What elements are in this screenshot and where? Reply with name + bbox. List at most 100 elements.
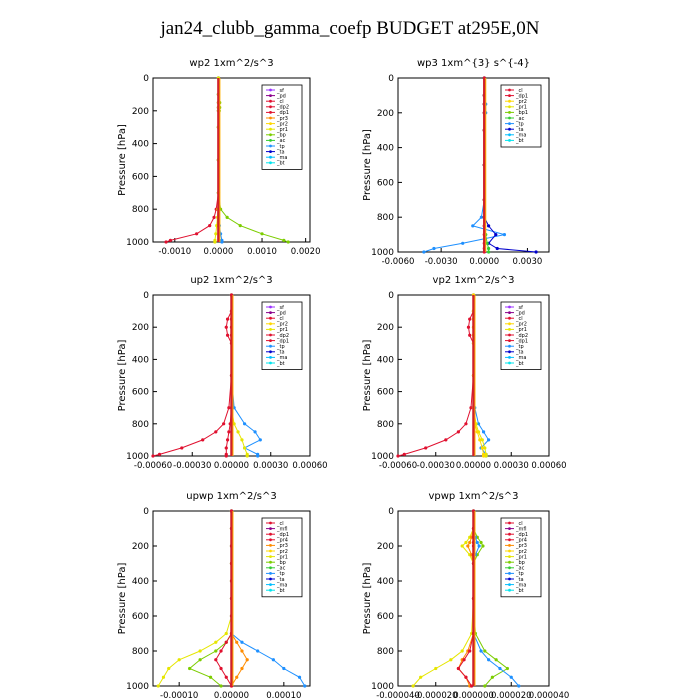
- upwp-point-pr1: [156, 684, 160, 688]
- up2-y-tick-label: 600: [132, 388, 149, 398]
- upwp-x-tick-label: -0.00010: [160, 691, 198, 700]
- vp2-point-dp1: [396, 454, 400, 458]
- vpwp-point-tp: [487, 658, 491, 662]
- vp2-x-tick-label: 0.00000: [456, 461, 491, 471]
- wp3-legend-marker: [508, 116, 511, 120]
- up2-y-tick-label: 1000: [126, 452, 149, 462]
- upwp-point-pr3: [240, 649, 244, 653]
- upwp-legend-marker: [269, 572, 272, 575]
- upwp-point-pr1: [161, 675, 166, 679]
- upwp-point-tp: [303, 684, 307, 688]
- vpwp-x-tick-label: 0.000000: [453, 691, 494, 700]
- upwp-series-dp1: [215, 511, 232, 687]
- wp2-legend-marker: [269, 139, 272, 142]
- vp2-legend-label: _dp1: [515, 338, 528, 344]
- vp2-legend-marker: [508, 328, 511, 331]
- wp2-legend-marker: [269, 122, 272, 125]
- upwp-point-dp1: [219, 649, 223, 653]
- vpwp-point-pr1: [460, 544, 464, 548]
- vpwp-point-pr1: [464, 540, 468, 545]
- upwp-legend-marker: [269, 544, 272, 547]
- wp3-x-tick-label: 0.0030: [513, 257, 543, 267]
- wp2-x-tick-label: 0.0000: [204, 247, 234, 257]
- wp2-x-tick-label: 0.0010: [247, 247, 277, 257]
- wp2-plot-frame: [152, 77, 311, 243]
- up2-legend-label: _cl: [276, 316, 284, 322]
- up2-title: up2 1xm^2/s^3: [190, 275, 272, 286]
- up2-legend-marker: [269, 322, 272, 326]
- up2-point-pr1: [245, 454, 249, 458]
- wp2-point-dp1: [208, 224, 212, 228]
- vp2-point-dp1: [468, 317, 472, 321]
- vpwp-legend-marker: [508, 538, 511, 542]
- vpwp-x-tick-label: 0.000040: [529, 691, 570, 700]
- upwp-point-bp: [219, 684, 223, 688]
- vpwp-y-tick-label: 1000: [371, 682, 394, 692]
- wp2-y-axis-label: Pressure [hPa]: [117, 124, 128, 196]
- upwp-point-bp: [208, 675, 213, 679]
- upwp-legend-label: _tp: [276, 571, 285, 577]
- vp2-legend-marker: [508, 322, 511, 326]
- up2-legend-marker: [269, 361, 272, 365]
- up2-legend-marker: [269, 311, 272, 314]
- up2-x-tick-label: 0.00030: [253, 461, 288, 471]
- upwp-x-tick-label: 0.00010: [266, 691, 301, 700]
- vpwp-legend-marker: [508, 588, 511, 592]
- wp3-y-tick-label: 200: [377, 109, 394, 119]
- wp3-series-tp: [423, 78, 505, 253]
- upwp-point-tp: [240, 640, 244, 644]
- wp2-series-dp1: [165, 78, 219, 243]
- wp3-y-tick-label: 600: [377, 178, 394, 188]
- upwp-legend-marker: [269, 532, 272, 536]
- vp2-point-tp: [476, 422, 481, 426]
- vpwp-legend-label: _pr2: [515, 549, 527, 555]
- wp2-legend-marker: [269, 127, 272, 131]
- up2-point-dp1: [227, 406, 231, 410]
- up2-legend-label: _bt: [276, 361, 285, 367]
- up2-legend-label: _ta: [276, 350, 285, 356]
- wp3-y-axis-label: Pressure [hPa]: [362, 129, 373, 201]
- upwp-point-bp: [198, 658, 202, 662]
- wp2-point-tp: [220, 240, 224, 244]
- up2-legend-marker: [269, 339, 272, 342]
- vp2-y-tick-label: 800: [377, 420, 394, 430]
- up2-legend-marker: [269, 305, 272, 309]
- vp2-x-tick-label: -0.00060: [379, 461, 417, 471]
- wp2-y-tick-label: 0: [143, 74, 149, 84]
- wp2-point-dp1: [168, 238, 173, 242]
- wp3-point-ac: [485, 241, 489, 245]
- wp3-point-ta: [487, 224, 491, 228]
- wp3-x-tick-label: -0.0030: [425, 257, 458, 267]
- upwp-point-pr1: [224, 631, 228, 636]
- vpwp-legend-marker: [508, 532, 511, 536]
- up2-point-dp1: [224, 325, 228, 329]
- wp2-point-bp: [282, 238, 286, 242]
- up2-x-tick-label: 0.00000: [214, 461, 249, 471]
- wp2-legend-label: _ac: [276, 138, 286, 144]
- vpwp-x-tick-label: -0.000040: [376, 691, 420, 700]
- wp2-y-tick-label: 1000: [126, 238, 149, 248]
- vpwp-point-pr1: [411, 684, 415, 688]
- vpwp-x-tick-label: -0.000020: [414, 691, 458, 700]
- upwp-point-bp: [188, 666, 192, 671]
- vpwp-point-tp: [498, 666, 502, 671]
- up2-legend-label: _dp1: [276, 338, 289, 344]
- upwp-legend-label: _pr4: [276, 538, 288, 544]
- vpwp-point-dp1: [468, 649, 472, 653]
- upwp-legend-label: _bt: [276, 588, 285, 594]
- vp2-point-pr2: [481, 454, 486, 458]
- vp2-point-pr2: [475, 430, 479, 434]
- wp3-x-tick-label: -0.0060: [382, 257, 415, 267]
- vp2-legend-marker: [508, 316, 511, 320]
- wp2-legend-marker: [269, 155, 272, 159]
- vp2-point-pr1: [484, 454, 488, 458]
- wp2-legend-box: [261, 84, 303, 170]
- vpwp-point-dp1: [456, 666, 460, 671]
- wp3-y-tick-label: 400: [377, 144, 394, 154]
- wp2-legend-marker: [269, 161, 272, 165]
- vp2-legend-label: _pr1: [515, 327, 527, 333]
- vpwp-y-tick-label: 200: [377, 542, 394, 552]
- upwp-point-pr1: [214, 640, 218, 644]
- wp2-point-dp1: [164, 240, 168, 244]
- wp2-legend-marker: [269, 105, 272, 109]
